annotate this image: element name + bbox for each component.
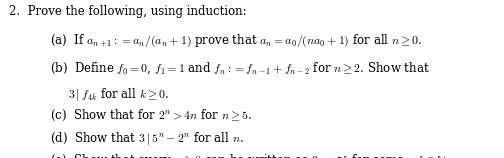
- Text: (b)  Define $f_0 = 0$, $f_1 = 1$ and $f_n := f_{n-1}+f_{n-2}$ for $n \geq 2$. Sh: (b) Define $f_0 = 0$, $f_1 = 1$ and $f_n…: [50, 61, 430, 76]
- Text: (a)  If $a_{n+1} := a_n/(a_n+1)$ prove that $a_n = a_0/(na_0+1)$ for all $n \geq: (a) If $a_{n+1} := a_n/(a_n+1)$ prove th…: [50, 33, 423, 49]
- Text: (c)  Show that for $2^n > 4n$ for $n \geq 5$.: (c) Show that for $2^n > 4n$ for $n \geq…: [50, 108, 253, 123]
- Text: (d)  Show that $3 \mid 5^n - 2^n$ for all $n$.: (d) Show that $3 \mid 5^n - 2^n$ for all…: [50, 130, 244, 147]
- Text: 2.  Prove the following, using induction:: 2. Prove the following, using induction:: [9, 5, 246, 18]
- Text: $3 \mid f_{4k}$ for all $k \geq 0$.: $3 \mid f_{4k}$ for all $k \geq 0$.: [68, 86, 169, 103]
- Text: (e)  Show that every $n \geq 8$ can be written as $3a+5b$ for some $a, b \in \ma: (e) Show that every $n \geq 8$ can be wr…: [50, 152, 450, 158]
